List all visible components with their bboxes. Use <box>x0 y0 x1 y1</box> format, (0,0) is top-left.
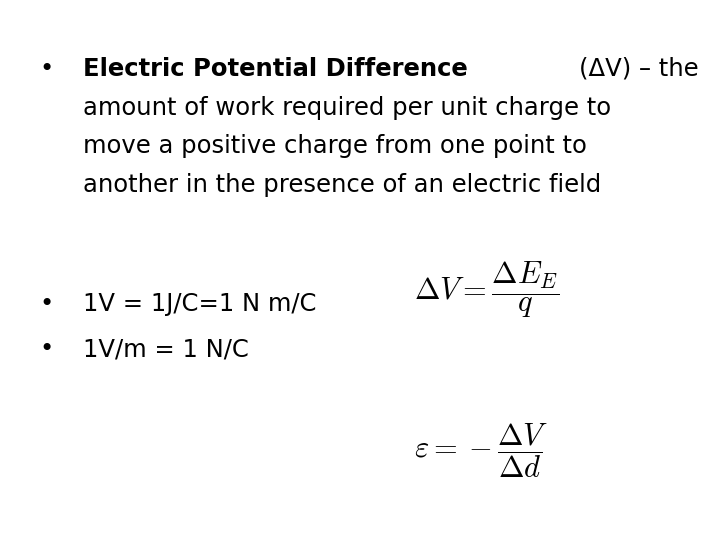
Text: 1V/m = 1 N/C: 1V/m = 1 N/C <box>83 338 248 361</box>
Text: •: • <box>40 338 54 361</box>
Text: $\varepsilon = -\dfrac{\Delta V}{\Delta d}$: $\varepsilon = -\dfrac{\Delta V}{\Delta … <box>414 421 548 480</box>
Text: •: • <box>40 292 54 315</box>
Text: (ΔV) – the: (ΔV) – the <box>580 57 699 80</box>
Text: amount of work required per unit charge to: amount of work required per unit charge … <box>83 96 611 119</box>
Text: $\Delta V = \dfrac{\Delta E_E}{q}$: $\Delta V = \dfrac{\Delta E_E}{q}$ <box>414 259 559 320</box>
Text: 1V = 1J/C=1 N m/C: 1V = 1J/C=1 N m/C <box>83 292 316 315</box>
Text: another in the presence of an electric field: another in the presence of an electric f… <box>83 173 601 197</box>
Text: •: • <box>40 57 54 80</box>
Text: Electric Potential Difference: Electric Potential Difference <box>83 57 467 80</box>
Text: move a positive charge from one point to: move a positive charge from one point to <box>83 134 587 158</box>
